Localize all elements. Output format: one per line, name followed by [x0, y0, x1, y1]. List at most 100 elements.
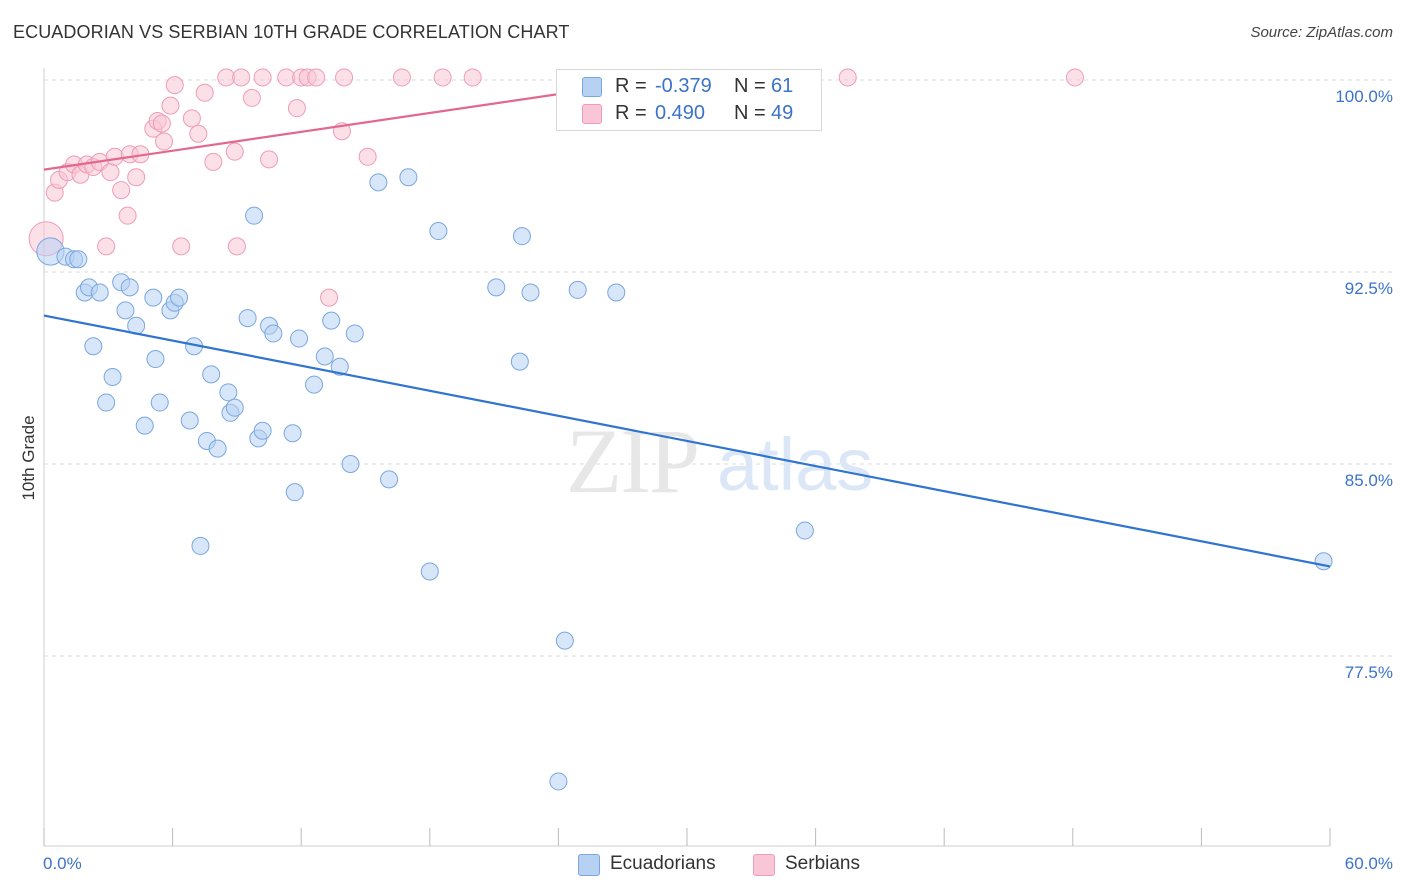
ecuadorian-trend-line: [43, 314, 1331, 568]
ecuadorian-point: [225, 398, 244, 417]
ecuadorian-point: [264, 324, 283, 343]
source-attribution: Source: ZipAtlas.com: [1250, 24, 1393, 41]
serbian-point: [260, 150, 279, 169]
correlation-legend: R = -0.379 N = 61 R = 0.490 N = 49: [556, 69, 822, 131]
serbian-point: [433, 68, 452, 87]
ecuadorian-point: [103, 367, 122, 386]
ecuadorian-point: [315, 347, 334, 366]
serbian-trend-line: [43, 78, 656, 171]
watermark-zip: ZIP: [566, 410, 698, 512]
ecuadorian-point: [487, 278, 506, 297]
serbian-point: [242, 88, 261, 107]
series-label-ecuadorians: Ecuadorians: [610, 853, 716, 874]
legend-r-value: -0.379: [655, 75, 712, 97]
ecuadorian-point: [369, 173, 388, 192]
ecuadorian-point: [208, 439, 227, 458]
serbian-point: [165, 76, 184, 95]
ecuadorian-point: [191, 536, 210, 555]
ecuadorian-point: [144, 288, 163, 307]
ecuadorian-point: [69, 250, 88, 269]
serbian-point: [195, 83, 214, 102]
legend-n-value: 49: [771, 102, 794, 124]
ecuadorian-point: [420, 562, 439, 581]
serbian-point: [227, 237, 246, 256]
ecuadorian-point: [283, 424, 302, 443]
serbian-point: [182, 109, 201, 128]
y-axis-label: 10th Grade: [19, 415, 38, 500]
ecuadorian-point: [568, 280, 587, 299]
serbian-point: [161, 96, 180, 115]
x-tick-label-max: 60.0%: [1345, 854, 1393, 873]
legend-swatch-serbians: [582, 104, 602, 124]
ecuadorian-point: [549, 772, 568, 791]
ecuadorian-point: [97, 393, 116, 412]
legend-n-label: N =: [734, 75, 766, 97]
ecuadorian-point: [245, 206, 264, 225]
ecuadorian-point: [341, 455, 360, 473]
series-label-serbians: Serbians: [785, 853, 860, 874]
ecuadorian-point: [795, 521, 814, 540]
legend-r-label: R =: [615, 102, 647, 124]
serbian-point: [189, 124, 208, 143]
serbian-point: [838, 68, 857, 87]
serbian-point: [225, 142, 244, 161]
serbian-point: [127, 168, 146, 187]
chart-title: ECUADORIAN VS SERBIAN 10TH GRADE CORRELA…: [13, 22, 570, 42]
serbian-point: [320, 288, 339, 307]
ecuadorian-point: [399, 168, 418, 187]
serbian-point: [217, 68, 236, 87]
serbian-point: [204, 152, 223, 171]
ecuadorian-point: [607, 283, 626, 302]
ecuadorian-point: [202, 365, 221, 384]
serbian-point: [307, 68, 326, 87]
series-swatch-serbians: [753, 854, 775, 876]
ecuadorian-point: [253, 421, 272, 440]
legend-r-value: 0.490: [655, 102, 706, 124]
ecuadorian-point: [322, 311, 341, 330]
y-tick-label: 77.5%: [1345, 663, 1393, 682]
ecuadorian-point: [429, 222, 448, 241]
ecuadorian-point: [84, 337, 103, 356]
serbian-point: [112, 181, 131, 200]
ecuadorian-point: [120, 278, 139, 297]
serbian-point: [287, 99, 306, 118]
legend-swatch-ecuadorians: [582, 77, 602, 97]
tick-labels: 77.5% 85.0% 92.5% 100.0% 0.0% 60.0%: [43, 87, 1393, 873]
serbian-point: [1065, 68, 1084, 87]
serbian-point: [172, 237, 191, 256]
serbian-point: [101, 163, 120, 182]
legend-n-value: 61: [771, 75, 794, 97]
trend-lines: [43, 78, 1331, 568]
serbian-point: [358, 147, 377, 166]
serbian-point: [155, 132, 174, 151]
ecuadorian-point: [180, 411, 199, 430]
serbian-point: [232, 68, 251, 87]
ecuadorian-point: [305, 375, 324, 394]
watermark-atlas: atlas: [717, 423, 873, 506]
ecuadorian-point: [146, 350, 165, 369]
serbian-point: [118, 206, 137, 225]
series-swatch-ecuadorians: [578, 854, 600, 876]
serbian-point: [105, 147, 124, 166]
serbian-point: [277, 68, 296, 87]
ecuadorian-point: [380, 470, 399, 489]
ecuadorian-point: [150, 393, 169, 412]
ecuadorian-point: [116, 301, 135, 320]
y-tick-label: 92.5%: [1345, 279, 1393, 298]
ecuadorian-point: [135, 416, 154, 435]
legend-row-serbians: R = 0.490 N = 49: [557, 100, 821, 128]
serbian-point: [463, 68, 482, 87]
serbian-point: [97, 237, 116, 256]
ecuadorian-point: [238, 309, 257, 328]
ecuadorian-point: [555, 631, 574, 650]
serbian-point: [392, 68, 411, 87]
legend-r-label: R =: [615, 75, 647, 97]
ecuadorian-point: [345, 324, 364, 343]
ecuadorian-point: [510, 352, 529, 371]
serbian-point: [152, 114, 171, 133]
y-tick-label: 85.0%: [1345, 471, 1393, 490]
ecuadorian-point: [521, 283, 540, 302]
data-points: [28, 68, 1333, 791]
ecuadorian-point: [330, 357, 349, 376]
